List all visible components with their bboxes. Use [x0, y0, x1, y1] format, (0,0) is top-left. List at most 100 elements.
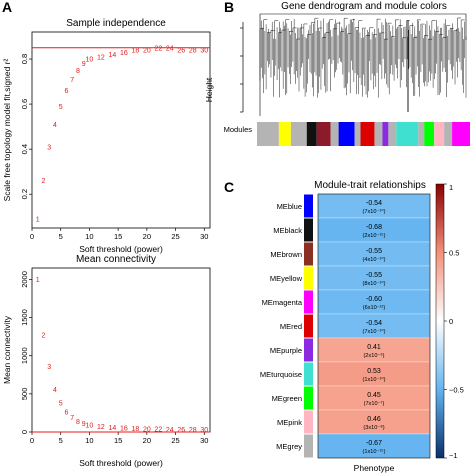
- point-label: 1: [36, 277, 40, 284]
- module-name: MEmagenta: [262, 298, 303, 307]
- heatmap-row: MEmagenta -0.60 (6x10⁻¹²): [262, 289, 431, 315]
- module-color-swatch: [304, 386, 313, 410]
- module-name: MEblue: [277, 202, 302, 211]
- point-label: 6: [64, 410, 68, 417]
- x-axis-label: Soft threshold (power): [79, 244, 163, 254]
- p-value: (4x10⁻¹⁰): [363, 256, 386, 263]
- point-label: 12: [97, 424, 105, 431]
- heatmap-row: MEgrey -0.67(1x10⁻¹⁵): [276, 433, 431, 459]
- p-value: (7x10⁻¹⁰): [363, 208, 386, 215]
- y-tick-label: 0.6: [20, 99, 29, 109]
- p-value: (7x10⁻⁷): [364, 400, 385, 407]
- dendrogram-title: Gene dendrogram and module colors: [281, 1, 447, 12]
- module-color-cell: [388, 122, 397, 146]
- modules-row-label: Modules: [224, 125, 253, 134]
- module-color-cell: [257, 122, 279, 146]
- module-color-cell: [452, 122, 470, 146]
- module-color-cell: [418, 122, 425, 146]
- heatmap-row: MEgreen 0.45(7x10⁻⁷): [272, 385, 431, 411]
- point-label: 30: [200, 48, 208, 55]
- x-tick-label: 30: [200, 436, 208, 445]
- point-label: 24: [166, 45, 174, 52]
- p-value: (2x10⁻⁶): [363, 352, 384, 359]
- y-tick-label: 0.8: [20, 54, 29, 64]
- x-tick-label: 25: [171, 232, 179, 241]
- y-axis-label: Scale free topology model fit,signed r²: [2, 58, 12, 201]
- heatmap-row: MEpurple 0.41(2x10⁻⁶): [270, 337, 431, 363]
- dendrogram-y-axis: [240, 22, 244, 113]
- point-label: 8: [76, 68, 80, 75]
- colorbar-tick-label: 0: [449, 317, 453, 326]
- point-label: 24: [166, 427, 174, 434]
- point-label: 7: [70, 77, 74, 84]
- x-tick-label: 15: [114, 232, 122, 241]
- heatmap-cell: [317, 337, 431, 363]
- heatmap-title: Module-trait relationships: [314, 180, 426, 191]
- colorbar-ticks: 1 0.5 0 −0.5 −1: [444, 183, 464, 460]
- point-label: 14: [108, 52, 116, 59]
- panel-letter-a: A: [2, 0, 12, 15]
- heatmap-cell: [317, 409, 431, 435]
- module-color-swatch: [304, 218, 313, 242]
- plot-frame: [31, 31, 211, 229]
- module-color-swatch: [304, 338, 313, 362]
- point-label: 30: [200, 427, 208, 434]
- module-name: MEturquoise: [260, 370, 302, 379]
- x-tick-label: 30: [200, 232, 208, 241]
- colorbar-tick-label: −0.5: [449, 386, 464, 395]
- heatmap-row: MEyellow -0.55(8x10⁻¹⁰): [270, 265, 431, 291]
- p-value: (3x10⁻⁸): [363, 424, 384, 431]
- point-label: 3: [47, 364, 51, 371]
- x-tick-label: 10: [85, 232, 93, 241]
- module-name: MEpink: [277, 418, 302, 427]
- chart-title: Sample independence: [66, 18, 166, 29]
- module-color-row: [257, 122, 470, 146]
- y-axis-ticks: 0 500 1000 1500 2000: [20, 271, 32, 434]
- module-name: MEred: [280, 322, 302, 331]
- colorbar: [435, 183, 445, 459]
- correlation-value: 0.46: [367, 416, 381, 423]
- correlation-value: 0.45: [367, 392, 381, 399]
- point-label: 10: [86, 423, 94, 430]
- p-value: (1x10⁻¹⁵): [363, 448, 386, 455]
- x-axis-ticks: 0 5 10 15 20 25 30: [30, 432, 208, 445]
- point-label: 5: [59, 401, 63, 408]
- p-value: (6x10⁻¹²): [363, 305, 386, 311]
- point-label: 14: [108, 425, 116, 432]
- heatmap-cell: [317, 241, 431, 267]
- module-color-cell: [316, 122, 331, 146]
- heatmap-cell: [317, 193, 431, 219]
- module-color-swatch: [304, 266, 313, 290]
- correlation-value: 0.41: [367, 344, 381, 351]
- module-color-swatch: [304, 314, 313, 338]
- point-label: 22: [154, 45, 162, 52]
- correlation-value: -0.54: [366, 320, 382, 327]
- y-tick-label: 0.4: [20, 144, 29, 154]
- point-label: 28: [189, 427, 197, 434]
- point-label: 6: [64, 88, 68, 95]
- point-label: 20: [143, 426, 151, 433]
- y-tick-label: 500: [20, 388, 29, 401]
- heatmap-frame: [317, 193, 431, 459]
- module-name: MEblack: [273, 226, 302, 235]
- correlation-value: -0.68: [366, 224, 382, 231]
- module-name: MEbrown: [270, 250, 302, 259]
- module-name: MEgrey: [276, 442, 302, 451]
- x-tick-label: 20: [143, 232, 151, 241]
- heatmap-cell: [317, 361, 431, 387]
- point-label: 18: [131, 48, 139, 55]
- point-label: 4: [53, 387, 57, 394]
- p-value: (1x10⁻¹⁰): [363, 376, 386, 383]
- correlation-value: -0.60: [366, 296, 382, 303]
- correlation-value: -0.54: [366, 200, 382, 207]
- dendrogram-root-branch: [259, 13, 467, 116]
- point-label: 2: [42, 178, 46, 185]
- p-value: (7x10⁻¹⁰): [363, 328, 386, 335]
- heatmap-cell: [317, 313, 431, 339]
- colorbar-tick-label: 0.5: [449, 249, 459, 258]
- x-tick-label: 5: [59, 232, 63, 241]
- module-color-swatch: [304, 410, 313, 434]
